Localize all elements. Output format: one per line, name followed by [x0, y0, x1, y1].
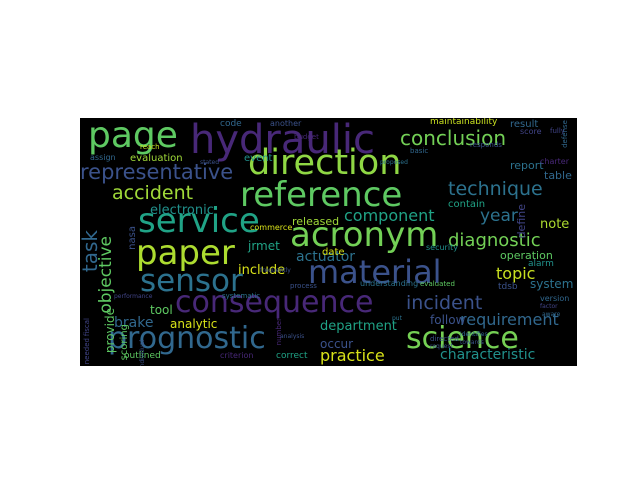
- word-consequence: consequence: [175, 285, 374, 320]
- word-event: event: [244, 153, 273, 164]
- word-technique: technique: [448, 178, 543, 200]
- word-assign: assign: [90, 153, 116, 162]
- word-towards: towards: [460, 339, 484, 346]
- word-diagnostic: diagnostic: [448, 230, 541, 251]
- word-brake: brake: [114, 315, 154, 331]
- word-another: another: [270, 119, 302, 128]
- word-electronic: electronic: [150, 203, 214, 218]
- word-commerce: commerce: [250, 223, 293, 232]
- word-maintainability: maintainability: [430, 118, 498, 127]
- word-incident: incident: [406, 292, 483, 314]
- word-reference: reference: [240, 175, 403, 215]
- word-directed: directed: [430, 335, 459, 343]
- word-performance: performance: [114, 293, 153, 300]
- word-number: number: [275, 318, 283, 346]
- word-representative: representative: [80, 160, 234, 184]
- word-factor: factor: [540, 303, 558, 310]
- word-outlined: outlined: [124, 351, 161, 361]
- word-system: system: [530, 277, 574, 291]
- word-budget: budget: [294, 133, 319, 141]
- word-hydraulic: hydraulic: [190, 118, 375, 163]
- word-responds: responds: [470, 141, 502, 149]
- word-fiscal: fiscal: [83, 318, 91, 337]
- word-charter: charter: [540, 157, 570, 166]
- word-practice: practice: [320, 346, 385, 365]
- word-reach: reach: [140, 143, 160, 151]
- word-understanding: understanding: [360, 279, 419, 288]
- word-stated: stated: [200, 159, 220, 166]
- word-jrmet: jrmet: [248, 239, 280, 253]
- word-basic: basic: [410, 147, 429, 155]
- word-component: component: [344, 206, 435, 225]
- word-characteristic: characteristic: [440, 347, 536, 363]
- word-analytic: analytic: [170, 317, 218, 331]
- word-acronym: acronym: [290, 215, 439, 255]
- word-proposed: proposed: [380, 159, 408, 166]
- word-evaluation: evaluation: [130, 153, 183, 164]
- word-defense: defense: [561, 120, 569, 148]
- word-put: put: [392, 315, 402, 322]
- word-process: process: [290, 282, 317, 290]
- word-result: result: [510, 119, 539, 130]
- word-material: material: [308, 253, 442, 291]
- word-security: security: [426, 243, 458, 252]
- word-contain: contain: [448, 199, 486, 210]
- word-analysis: analysis: [280, 333, 305, 340]
- word-aware: aware: [542, 311, 561, 318]
- word-year: year: [480, 206, 518, 226]
- word-code: code: [220, 119, 242, 129]
- word-evaluated: evaluated: [420, 280, 455, 288]
- word-objective: objective: [96, 236, 116, 314]
- word-occur: occur: [320, 337, 354, 351]
- word-correct: correct: [276, 351, 308, 361]
- word-version: version: [540, 294, 570, 303]
- word-tool: tool: [150, 303, 173, 317]
- word-alarm: alarm: [528, 259, 554, 269]
- word-table: table: [544, 169, 572, 182]
- word-cloud: page hydraulic direction conclusion represen…: [80, 118, 577, 366]
- word-conclusion: conclusion: [400, 126, 507, 150]
- word-fully: fully: [550, 127, 565, 135]
- word-page: page: [88, 118, 178, 156]
- word-nasa: nasa: [127, 226, 138, 250]
- word-actuator: actuator: [296, 249, 356, 265]
- word-systematic: systematic: [222, 292, 261, 300]
- word-needed: needed: [83, 338, 91, 365]
- word-topic: topic: [496, 264, 536, 283]
- word-provide: provide: [103, 308, 117, 354]
- word-operation: operation: [500, 249, 553, 262]
- word-requirement: requirement: [460, 310, 559, 329]
- word-direction: direction: [248, 143, 402, 183]
- word-accident: accident: [112, 182, 194, 204]
- word-define: define: [515, 204, 528, 239]
- word-tdsb: tdsb: [498, 282, 518, 292]
- word-score: score: [520, 127, 542, 136]
- word-identifies: identifies: [460, 331, 488, 338]
- word-paper: paper: [136, 233, 235, 273]
- word-report: report: [510, 159, 544, 172]
- word-science: science: [406, 321, 519, 356]
- word-prognostic: prognostic: [108, 321, 266, 356]
- word-request: request: [430, 343, 453, 350]
- word-department: department: [320, 319, 397, 334]
- word-criterion: criterion: [220, 351, 254, 360]
- word-frequently: frequently: [260, 267, 291, 274]
- word-sensor: sensor: [140, 263, 243, 299]
- word-released: released: [292, 215, 340, 228]
- word-note: note: [540, 217, 570, 232]
- word-include: include: [238, 263, 286, 278]
- word-date: date: [322, 247, 345, 258]
- word-follow: follow: [430, 313, 466, 327]
- word-individual: individual: [139, 340, 146, 366]
- word-service: service: [138, 201, 260, 241]
